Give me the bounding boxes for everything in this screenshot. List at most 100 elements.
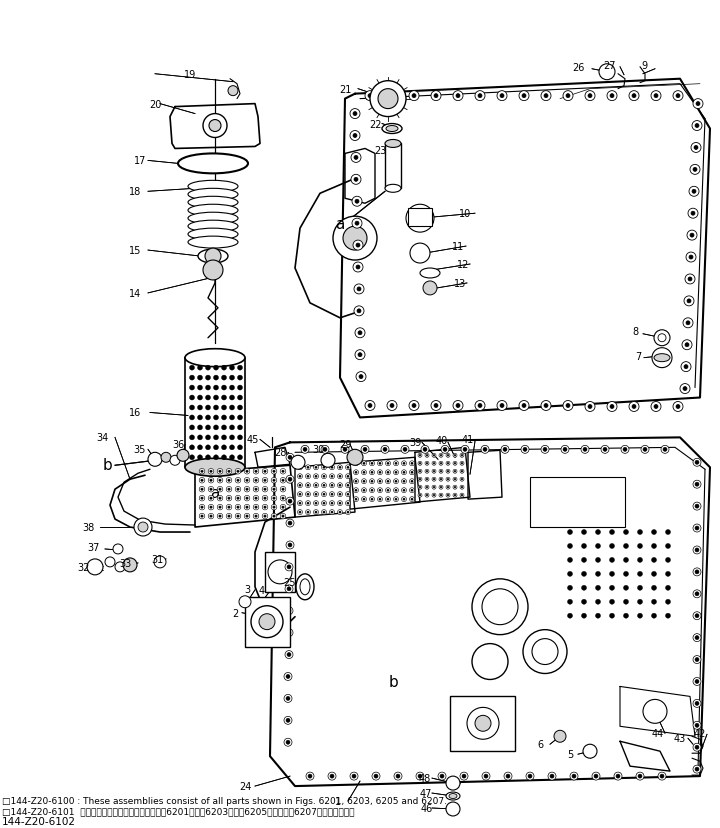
Circle shape [624,558,629,563]
Circle shape [643,448,647,452]
Circle shape [331,484,333,487]
Circle shape [282,470,284,473]
Circle shape [346,483,351,488]
Circle shape [637,614,642,619]
Circle shape [230,436,235,440]
Circle shape [599,65,615,80]
Circle shape [226,487,232,493]
Circle shape [330,501,335,506]
Circle shape [433,455,435,457]
Circle shape [563,92,573,102]
Circle shape [387,401,397,411]
Circle shape [255,479,257,482]
Circle shape [410,461,415,466]
Circle shape [439,454,443,458]
Circle shape [299,484,301,487]
Circle shape [688,277,692,282]
Circle shape [177,450,189,462]
Circle shape [322,465,326,470]
Circle shape [561,445,569,454]
Circle shape [354,479,359,484]
Circle shape [271,496,276,501]
Circle shape [228,506,230,508]
Circle shape [418,462,422,465]
Circle shape [419,479,421,480]
Circle shape [347,493,349,496]
Circle shape [246,506,248,508]
Ellipse shape [446,792,460,800]
Circle shape [418,454,422,458]
Circle shape [217,469,222,474]
Circle shape [323,467,325,469]
Circle shape [282,479,284,482]
Circle shape [271,513,276,519]
Circle shape [610,530,614,535]
Circle shape [338,474,343,479]
Circle shape [262,496,268,501]
Circle shape [134,518,152,537]
Circle shape [244,505,250,510]
Circle shape [339,493,341,496]
Circle shape [523,448,527,452]
Circle shape [353,262,363,272]
Circle shape [454,479,456,480]
Circle shape [616,774,620,778]
Circle shape [228,87,238,97]
Circle shape [454,463,456,465]
Circle shape [693,524,701,532]
Circle shape [288,499,292,503]
Circle shape [253,487,258,493]
Circle shape [610,599,614,604]
Circle shape [205,436,210,440]
Circle shape [286,454,294,462]
Circle shape [410,497,415,502]
Circle shape [461,455,463,457]
Circle shape [689,256,693,260]
Circle shape [297,483,302,488]
Circle shape [567,614,572,619]
Circle shape [447,487,449,489]
Circle shape [280,496,286,501]
Circle shape [361,445,369,454]
Circle shape [682,340,692,350]
Circle shape [347,484,349,487]
Circle shape [322,510,326,515]
Circle shape [595,544,600,549]
Circle shape [313,465,318,470]
Circle shape [214,416,218,421]
Bar [385,144,401,189]
Text: □144-Z20-6101  これらのアセンブリの構成部品は第6201図，第6203図，第6205図および第6207図を含みます．: □144-Z20-6101 これらのアセンブリの構成部品は第6201図，第620… [2,806,354,815]
Circle shape [273,479,275,482]
Circle shape [426,455,428,457]
Circle shape [338,510,343,515]
Circle shape [170,455,180,465]
Ellipse shape [185,459,245,477]
Circle shape [368,404,372,408]
Circle shape [418,493,422,498]
Circle shape [262,469,268,474]
Circle shape [353,113,357,117]
Circle shape [350,109,360,119]
Circle shape [411,472,413,474]
Circle shape [570,773,578,780]
Text: 17: 17 [134,156,146,166]
Circle shape [695,124,699,128]
Circle shape [148,453,162,467]
Circle shape [440,455,442,457]
Circle shape [433,494,435,497]
Circle shape [624,585,629,590]
Circle shape [273,470,275,473]
Circle shape [305,510,310,515]
Circle shape [695,680,699,684]
Circle shape [230,406,235,411]
Text: 15: 15 [129,246,141,256]
Circle shape [418,774,422,778]
Circle shape [282,489,284,491]
Circle shape [395,472,397,474]
Circle shape [418,478,422,482]
Text: 144-Z20-6102: 144-Z20-6102 [2,816,76,826]
Text: 44: 44 [652,729,664,739]
Circle shape [322,492,326,497]
Circle shape [434,94,438,99]
Circle shape [652,614,657,619]
